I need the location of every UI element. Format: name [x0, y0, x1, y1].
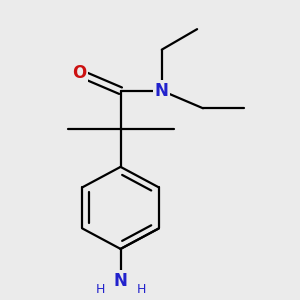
Text: N: N — [155, 82, 169, 100]
Text: N: N — [114, 272, 128, 290]
Text: H: H — [95, 283, 105, 296]
Text: O: O — [72, 64, 86, 82]
Text: H: H — [136, 283, 146, 296]
